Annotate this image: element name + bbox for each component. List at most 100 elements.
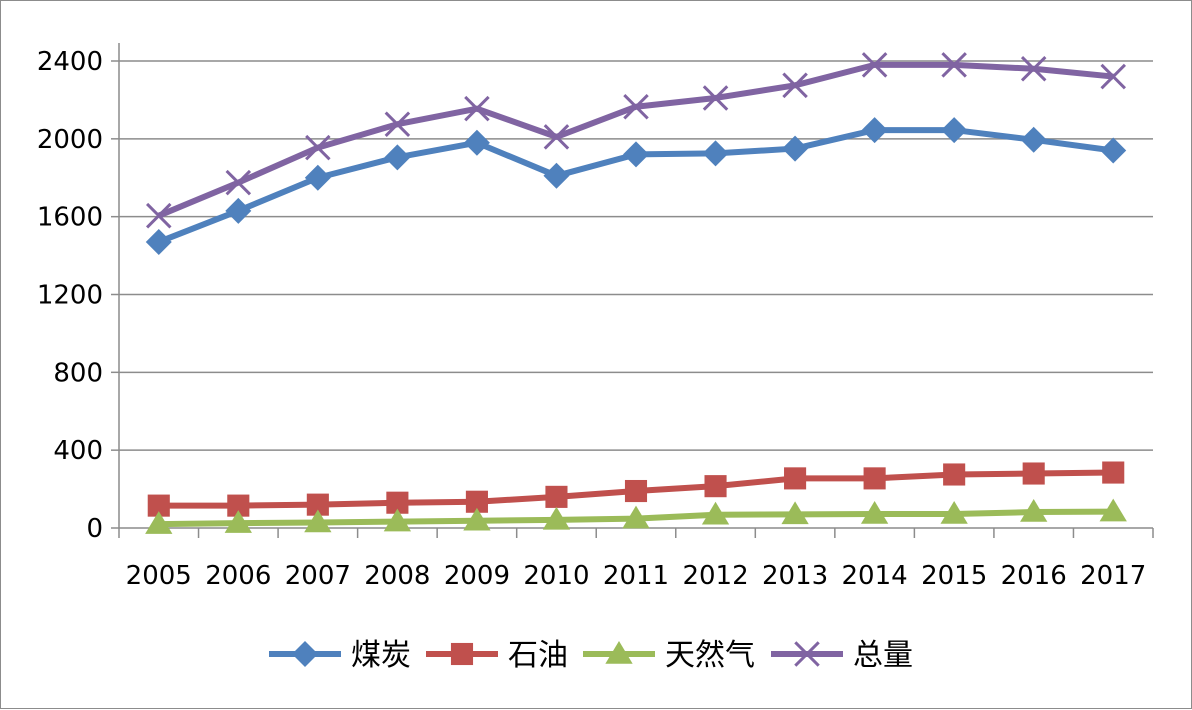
series-1 [145, 117, 1127, 255]
legend-item-1: 煤炭 [269, 638, 411, 673]
series-1-point-2015 [941, 117, 968, 144]
series-4 [146, 52, 1126, 229]
series-1-point-2016 [1020, 126, 1047, 153]
x-tick-label-2016: 2016 [1001, 561, 1067, 591]
legend-label-3: 天然气 [665, 638, 755, 673]
x-tick-label-2005: 2005 [126, 561, 192, 591]
series-3-point-2014 [860, 500, 889, 524]
legend-swatch-marker-4 [794, 641, 820, 667]
y-tick-label-2000: 2000 [37, 125, 103, 155]
x-tick-label-2011: 2011 [603, 561, 669, 591]
series-1-point-2011 [623, 141, 649, 168]
series-3-point-2009 [463, 507, 491, 531]
x-tick-label-2015: 2015 [921, 561, 987, 591]
series-4-point-2011-stroke-b [623, 93, 649, 120]
axes [118, 43, 1153, 529]
series-3-point-2005 [145, 511, 173, 534]
series-1-point-2012 [702, 140, 729, 167]
series-4-point-2010-stroke-b [543, 124, 570, 150]
x-tick-label-2010: 2010 [523, 561, 589, 591]
series-2-point-2008 [386, 491, 409, 514]
series-2-point-2015 [943, 463, 966, 486]
series-1-point-2017 [1100, 137, 1127, 164]
series-1-point-2010 [543, 162, 570, 189]
x-tick-label-2009: 2009 [444, 561, 510, 591]
series-1-point-2008 [384, 144, 411, 171]
series-4-point-2015-stroke-b [941, 52, 967, 78]
y-tick-label-2400: 2400 [37, 47, 103, 77]
series-2-point-2011 [624, 479, 648, 503]
series-4-point-2006 [225, 169, 252, 196]
series-3-point-2013 [781, 501, 809, 525]
y-tick-label-400: 400 [53, 436, 103, 466]
series-2-point-2007 [306, 493, 329, 516]
y-tick-label-0: 0 [86, 514, 103, 544]
series-4-line [157, 61, 1114, 219]
x-tick-label-2017: 2017 [1080, 561, 1146, 591]
series-3-point-2011 [622, 505, 650, 529]
series-4-point-2015 [941, 52, 967, 78]
series-4-point-2016-stroke-b [1020, 56, 1047, 82]
legend-label-4: 总量 [853, 638, 913, 673]
series-2-point-2006 [227, 494, 250, 517]
legend-item-4: 总量 [771, 638, 913, 673]
series-4-point-2017 [1100, 63, 1126, 90]
legend-swatch-marker-1 [292, 641, 318, 667]
series-4-point-2013-stroke-b [782, 72, 808, 99]
series-2-point-2014 [863, 467, 886, 490]
series-2 [147, 461, 1125, 517]
legend-item-3: 天然气 [583, 638, 755, 673]
series-1-point-2005 [145, 228, 172, 255]
y-tick-label-1200: 1200 [37, 281, 103, 311]
series-2-point-2010 [545, 485, 568, 508]
series-3-point-2017 [1099, 498, 1127, 522]
x-tick-label-2007: 2007 [285, 561, 351, 591]
series-3-point-2010 [542, 506, 571, 530]
x-tick-label-2012: 2012 [682, 561, 748, 591]
legend-swatch-marker-4-stroke-b [794, 641, 820, 667]
x-tick-label-2008: 2008 [364, 561, 430, 591]
gridlines [119, 60, 1153, 451]
series-4-point-2007-stroke-b [305, 134, 331, 161]
y-axis-ticks: 0 400 800 1200 1600 2000 2400 [37, 47, 119, 544]
series-3-point-2006 [224, 510, 252, 533]
series-2-point-2012 [704, 475, 727, 498]
x-tick-label-2013: 2013 [762, 561, 828, 591]
series-4-point-2008-stroke-b [384, 111, 411, 138]
y-tick-label-800: 800 [53, 358, 103, 388]
series-1-point-2013 [782, 135, 809, 162]
series-3-point-2016 [1020, 499, 1048, 522]
legend-swatch-marker-3 [605, 641, 633, 664]
series-2-point-2009 [465, 490, 488, 513]
series-3-point-2012 [701, 501, 730, 525]
series-4-point-2005 [146, 202, 172, 229]
series-1-point-2006 [225, 197, 252, 224]
series-4-point-2009 [464, 95, 490, 122]
series-4-point-2017-stroke-b [1100, 63, 1126, 90]
series-2-point-2005 [147, 494, 170, 517]
series-3-point-2007 [304, 509, 332, 533]
legend-item-2: 石油 [426, 638, 568, 673]
legend-label-1: 煤炭 [351, 638, 411, 673]
series-4-point-2012 [702, 85, 729, 111]
y-tick-label-1600: 1600 [37, 203, 103, 233]
series-4-point-2009-stroke-b [464, 95, 490, 122]
series-1-point-2007 [304, 164, 331, 191]
series-2-point-2016 [1022, 462, 1045, 485]
series-4-point-2008 [384, 111, 411, 138]
x-tick-label-2006: 2006 [205, 561, 271, 591]
series-4-point-2016 [1020, 56, 1047, 82]
series-4-point-2014 [861, 52, 888, 78]
series-1-point-2014 [861, 117, 888, 144]
series-4-point-2011 [623, 93, 649, 120]
series-4-point-2012-stroke-b [702, 85, 729, 111]
series-2-point-2017 [1102, 461, 1125, 484]
series-group [145, 52, 1127, 534]
series-2-point-2013 [784, 467, 807, 490]
series-4-point-2006-stroke-b [225, 169, 252, 196]
series-4-point-2007 [305, 134, 331, 161]
series-4-point-2010 [543, 124, 570, 150]
series-4-point-2014-stroke-b [861, 52, 888, 78]
series-4-point-2013 [782, 72, 808, 99]
